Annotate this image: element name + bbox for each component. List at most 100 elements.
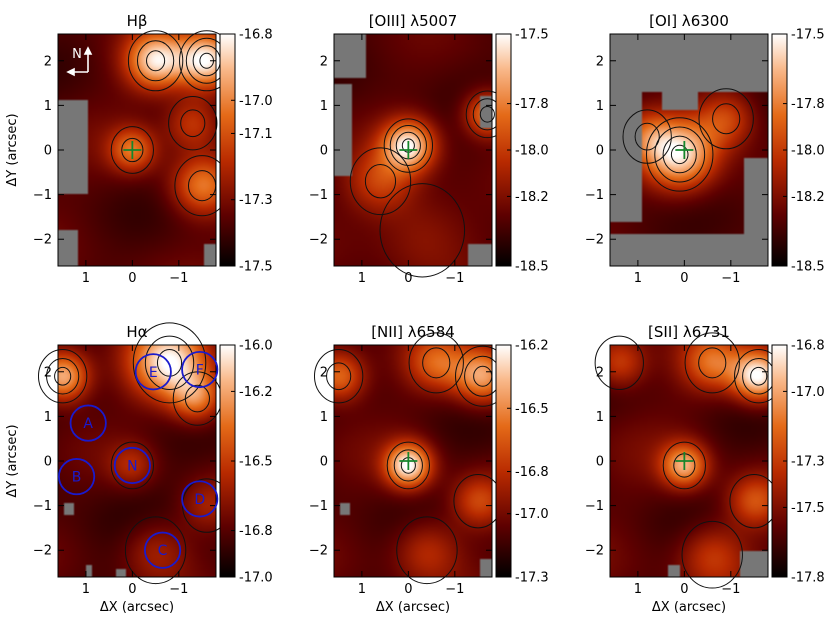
compass-north-label: N xyxy=(72,47,82,62)
y-tick-label: 2 xyxy=(320,54,328,69)
y-tick-label: −2 xyxy=(309,233,328,248)
colorbar-tick-label: -18.2 xyxy=(791,190,825,205)
y-tick-label: 0 xyxy=(320,144,328,159)
contour-line xyxy=(313,349,364,404)
contour-line xyxy=(698,88,754,150)
contour-line xyxy=(712,103,741,135)
y-tick-label: 1 xyxy=(596,410,604,425)
contour-line xyxy=(110,126,154,174)
x-axis-label: ΔX (arcsec) xyxy=(100,600,174,615)
contour-line xyxy=(662,135,697,174)
panel-title: [OIII] λ5007 xyxy=(369,12,458,30)
y-tick-label: 1 xyxy=(596,99,604,114)
contour-line xyxy=(124,516,187,585)
colorbar-tick-label: -17.8 xyxy=(791,97,825,112)
colorbar-tick-label: -18.5 xyxy=(515,260,549,275)
x-tick-label: −1 xyxy=(169,582,188,597)
contour-line xyxy=(698,347,727,379)
contour-line xyxy=(349,147,412,216)
y-tick-label: −1 xyxy=(33,499,52,514)
contour-line xyxy=(393,449,423,482)
x-tick-label: −1 xyxy=(445,271,464,286)
y-axis-label: ΔY (arcsec) xyxy=(5,113,20,186)
colorbar-tick-label: -17.5 xyxy=(791,28,825,43)
region-label-n: N xyxy=(127,458,137,474)
contour-line xyxy=(383,118,434,173)
contour-line xyxy=(662,441,706,490)
nucleus-marker xyxy=(123,141,142,159)
contour-line xyxy=(364,164,397,199)
region-circle-a xyxy=(69,404,107,442)
y-tick-label: 0 xyxy=(596,144,604,159)
colorbar-tick-label: -17.8 xyxy=(791,571,825,586)
y-tick-label: 0 xyxy=(596,455,604,470)
nucleus-marker xyxy=(399,141,418,159)
x-axis-label: ΔX (arcsec) xyxy=(376,600,450,615)
contours xyxy=(622,88,754,192)
colorbar-tick-label: -17.1 xyxy=(239,127,273,142)
region-circle-d xyxy=(181,480,219,518)
region-label-f: F xyxy=(196,363,204,379)
colorbar-tick-label: -17.5 xyxy=(791,501,825,516)
panel-4: 1 0 −1 −2 −1 0 1 2 Hα ΔX (arcsec) ΔY (arcsec) A B N E F… xyxy=(5,322,273,615)
region-label-b: B xyxy=(72,470,82,486)
panel-1: 1 0 −1 −2 −1 0 1 2 Hβ ΔY (arcsec) N -16.8 -17.0 -17.1… xyxy=(5,12,273,286)
contour-line xyxy=(136,40,175,82)
y-tick-label: −2 xyxy=(585,233,604,248)
x-tick-label: −1 xyxy=(721,271,740,286)
colorbar-tick-label: -17.0 xyxy=(239,94,273,109)
colorbar-tick-label: -17.3 xyxy=(239,193,273,208)
colorbar-tick-label: -16.2 xyxy=(515,339,549,354)
panel-6: 1 0 −1 −2 −1 0 1 2 [SII] λ6731 ΔX (arcsec) -16.8 -1… xyxy=(585,323,825,615)
colorbar-tick-label: -16.5 xyxy=(515,402,549,417)
contour-line xyxy=(594,335,644,391)
contour-line xyxy=(379,183,466,278)
x-tick-label: 1 xyxy=(82,271,90,286)
compass-arrows xyxy=(66,46,93,77)
region-label-a: A xyxy=(83,416,93,432)
x-tick-label: 1 xyxy=(634,271,642,286)
colorbar-tick-label: -17.5 xyxy=(239,260,273,275)
x-tick-label: 0 xyxy=(680,271,688,286)
colorbar-tick-label: -16.8 xyxy=(515,465,549,480)
panel-title: [NII] λ6584 xyxy=(371,323,455,341)
y-axis-label: ΔY (arcsec) xyxy=(5,424,20,497)
y-tick-label: 1 xyxy=(320,410,328,425)
colorbar-tick-label: -17.0 xyxy=(239,571,273,586)
contour-line xyxy=(670,144,689,165)
y-tick-label: −1 xyxy=(585,499,604,514)
y-tick-label: 0 xyxy=(320,455,328,470)
colorbar-tick-label: -16.8 xyxy=(239,28,273,43)
region-label-e: E xyxy=(149,365,158,381)
contour-line xyxy=(326,362,352,391)
y-tick-label: −1 xyxy=(309,499,328,514)
colorbar-tick-label: -18.0 xyxy=(791,144,825,159)
y-tick-label: 0 xyxy=(44,455,52,470)
colorbar-tick-label: -18.2 xyxy=(515,190,549,205)
panel-title: [SII] λ6731 xyxy=(648,323,730,341)
y-tick-label: −2 xyxy=(33,233,52,248)
region-label-c: C xyxy=(158,543,168,559)
contour-line xyxy=(110,441,154,490)
contour-line xyxy=(684,332,740,394)
panel-5: 1 0 −1 −2 −1 0 1 2 [NII] λ6584 ΔX (arcsec) -16.2 -1… xyxy=(309,323,549,615)
contour-line xyxy=(408,332,464,394)
colorbar-tick-label: -17.3 xyxy=(791,455,825,470)
contour-line xyxy=(396,516,458,585)
contour-line xyxy=(422,347,451,379)
colorbar-tick-label: -18.5 xyxy=(791,260,825,275)
x-axis-label: ΔX (arcsec) xyxy=(652,600,726,615)
nucleus-marker xyxy=(675,452,694,470)
contour-line xyxy=(180,109,206,138)
colorbar-tick-label: -16.0 xyxy=(239,339,273,354)
y-tick-label: 2 xyxy=(44,54,52,69)
y-tick-label: 1 xyxy=(320,99,328,114)
colorbar-tick-label: -17.0 xyxy=(791,385,825,400)
region-circle-b xyxy=(58,458,96,496)
y-tick-label: 1 xyxy=(44,410,52,425)
y-tick-label: 2 xyxy=(596,365,604,380)
contour-line xyxy=(184,384,210,413)
colorbar xyxy=(219,33,236,267)
x-tick-label: 1 xyxy=(358,271,366,286)
